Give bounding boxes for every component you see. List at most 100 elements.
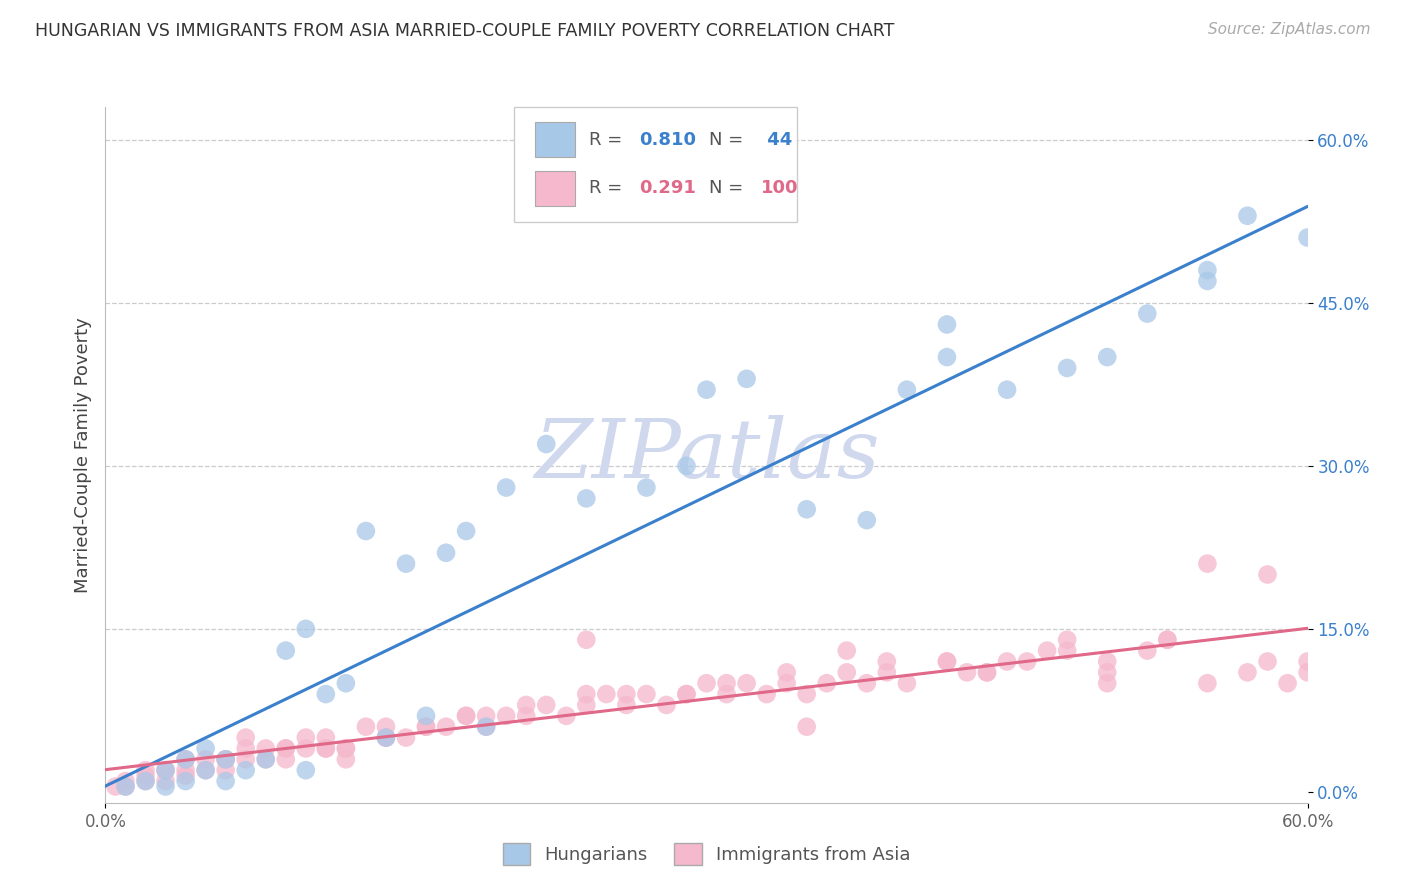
Text: Source: ZipAtlas.com: Source: ZipAtlas.com: [1208, 22, 1371, 37]
Point: [235, 763, 257, 777]
Point: [776, 665, 799, 680]
FancyBboxPatch shape: [534, 122, 575, 157]
Legend: Hungarians, Immigrants from Asia: Hungarians, Immigrants from Asia: [494, 834, 920, 874]
Text: R =: R =: [589, 131, 627, 149]
Point: [155, 780, 177, 794]
Point: [675, 687, 697, 701]
Point: [936, 655, 959, 669]
Point: [675, 458, 697, 473]
Point: [835, 665, 858, 680]
Point: [254, 752, 277, 766]
Text: N =: N =: [709, 179, 749, 197]
Point: [235, 741, 257, 756]
Point: [335, 676, 357, 690]
Point: [254, 752, 277, 766]
Point: [1197, 263, 1219, 277]
Point: [976, 665, 998, 680]
Point: [274, 741, 297, 756]
Point: [1136, 307, 1159, 321]
Point: [415, 720, 437, 734]
Point: [135, 763, 157, 777]
Point: [675, 687, 697, 701]
Point: [1296, 655, 1319, 669]
Point: [434, 720, 457, 734]
Point: [354, 524, 377, 538]
Point: [876, 655, 898, 669]
Point: [104, 780, 127, 794]
Point: [515, 698, 537, 712]
Point: [575, 491, 598, 506]
Point: [936, 350, 959, 364]
Point: [1197, 274, 1219, 288]
Point: [855, 676, 877, 690]
Point: [555, 708, 578, 723]
Point: [855, 513, 877, 527]
Point: [976, 665, 998, 680]
Point: [1097, 676, 1119, 690]
Point: [194, 752, 217, 766]
Point: [495, 481, 517, 495]
Point: [595, 687, 617, 701]
Point: [155, 763, 177, 777]
Point: [1296, 230, 1319, 244]
Point: [534, 437, 557, 451]
Point: [1056, 361, 1078, 376]
Point: [415, 720, 437, 734]
Point: [995, 655, 1018, 669]
Point: [454, 708, 477, 723]
Point: [1156, 632, 1178, 647]
Point: [815, 676, 838, 690]
Point: [155, 763, 177, 777]
Point: [114, 774, 136, 789]
Point: [1296, 665, 1319, 680]
Text: HUNGARIAN VS IMMIGRANTS FROM ASIA MARRIED-COUPLE FAMILY POVERTY CORRELATION CHAR: HUNGARIAN VS IMMIGRANTS FROM ASIA MARRIE…: [35, 22, 894, 40]
Point: [956, 665, 979, 680]
Text: 44: 44: [761, 131, 792, 149]
Point: [395, 731, 418, 745]
Point: [515, 708, 537, 723]
Point: [835, 643, 858, 657]
Point: [616, 687, 638, 701]
Point: [135, 774, 157, 789]
Point: [655, 698, 678, 712]
Point: [1097, 665, 1119, 680]
Point: [896, 383, 918, 397]
Point: [315, 741, 337, 756]
Point: [174, 763, 197, 777]
Point: [636, 687, 658, 701]
Point: [194, 763, 217, 777]
Point: [274, 643, 297, 657]
FancyBboxPatch shape: [515, 107, 797, 222]
Point: [295, 741, 318, 756]
Point: [135, 769, 157, 783]
Point: [696, 676, 718, 690]
Point: [776, 676, 799, 690]
Point: [475, 720, 498, 734]
Y-axis label: Married-Couple Family Poverty: Married-Couple Family Poverty: [73, 317, 91, 593]
Point: [335, 752, 357, 766]
Point: [194, 741, 217, 756]
Point: [1236, 665, 1258, 680]
Point: [135, 774, 157, 789]
Point: [735, 372, 758, 386]
Point: [295, 763, 318, 777]
Point: [896, 676, 918, 690]
Text: 0.810: 0.810: [640, 131, 696, 149]
Point: [1257, 567, 1279, 582]
Text: 0.291: 0.291: [640, 179, 696, 197]
Point: [1197, 676, 1219, 690]
Point: [274, 741, 297, 756]
Point: [716, 676, 738, 690]
Point: [936, 318, 959, 332]
Point: [616, 698, 638, 712]
Point: [174, 752, 197, 766]
Point: [575, 687, 598, 701]
Point: [335, 741, 357, 756]
Point: [315, 741, 337, 756]
Point: [1277, 676, 1299, 690]
Point: [1056, 643, 1078, 657]
Text: ZIPatlas: ZIPatlas: [534, 415, 879, 495]
Point: [796, 502, 818, 516]
Point: [315, 731, 337, 745]
Point: [1136, 643, 1159, 657]
